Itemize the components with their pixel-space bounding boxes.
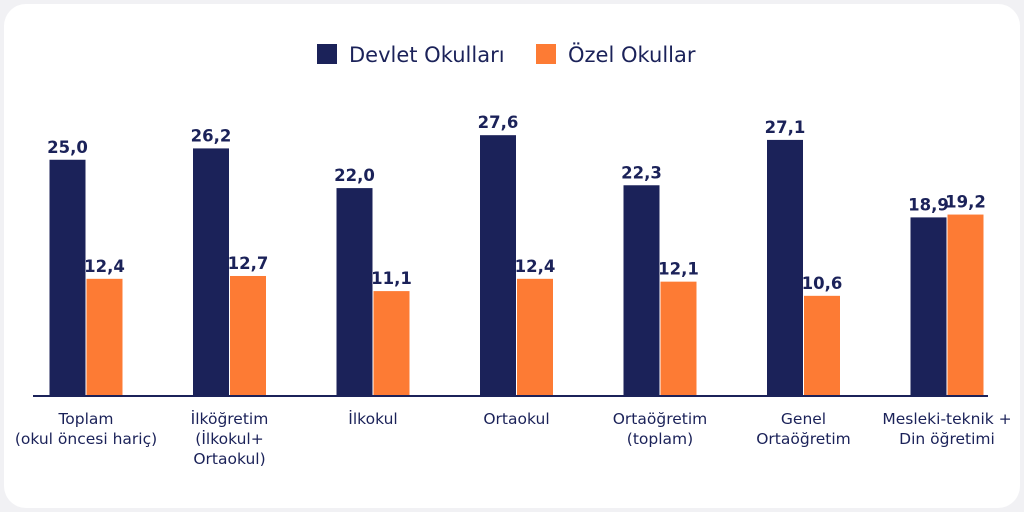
value-label-ozel-2: 11,1 — [371, 269, 412, 288]
bar-devlet-3 — [480, 135, 516, 396]
value-label-devlet-5: 27,1 — [765, 118, 806, 137]
bar-devlet-5 — [767, 139, 803, 396]
bar-ozel-6 — [947, 214, 984, 396]
legend-label: Devlet Okulları — [349, 43, 505, 67]
category-label-3: Ortaokul — [483, 410, 549, 428]
value-label-ozel-0: 12,4 — [84, 257, 125, 276]
legend-swatch-ozel — [536, 44, 556, 64]
value-label-ozel-4: 12,1 — [658, 260, 699, 279]
value-label-devlet-1: 26,2 — [191, 126, 232, 145]
category-label-4: (toplam) — [627, 430, 693, 448]
category-labels: Toplam (okul öncesi hariç) İlköğretim(İlko… — [15, 409, 1012, 468]
legend-swatch-devlet — [317, 44, 337, 64]
bar-devlet-6 — [910, 217, 947, 396]
category-label-1: İlköğretim — [191, 409, 269, 428]
bars — [49, 135, 984, 396]
bar-ozel-2 — [373, 291, 410, 396]
bar-ozel-5 — [804, 295, 840, 396]
category-label-6: Din öğretimi — [899, 430, 995, 448]
legend-label: Özel Okullar — [568, 42, 696, 67]
value-label-ozel-3: 12,4 — [515, 257, 556, 276]
legend: Devlet Okulları Özel Okullar — [317, 42, 696, 67]
category-label-0: (okul öncesi hariç) — [15, 430, 157, 448]
value-label-devlet-0: 25,0 — [47, 138, 88, 157]
category-label-0: Toplam — [57, 410, 113, 428]
category-label-5: Ortaöğretim — [756, 430, 851, 448]
category-label-4: Ortaöğretim — [613, 410, 708, 428]
bar-ozel-4 — [660, 281, 697, 396]
category-label-2: İlkokul — [348, 409, 397, 428]
value-label-ozel-6: 19,2 — [945, 193, 986, 212]
bar-devlet-1 — [193, 148, 229, 396]
bar-ozel-3 — [517, 278, 553, 396]
bar-ozel-1 — [230, 275, 266, 396]
bar-devlet-2 — [336, 188, 373, 396]
category-label-6: Mesleki-teknik + — [882, 410, 1011, 428]
category-label-1: Ortaokul) — [193, 450, 265, 468]
value-label-devlet-3: 27,6 — [478, 113, 519, 132]
value-label-devlet-2: 22,0 — [334, 166, 375, 185]
bar-devlet-4 — [623, 185, 660, 396]
bar-ozel-0 — [86, 278, 123, 396]
category-label-1: (İlkokul+ — [195, 429, 263, 448]
bar-devlet-0 — [49, 159, 86, 396]
category-label-5: Genel — [781, 410, 826, 428]
value-label-ozel-1: 12,7 — [228, 254, 269, 273]
value-labels: 25,0 12,4 26,2 12,7 22,0 11,1 27,6 12,4 22,3 12,1… — [47, 113, 986, 293]
value-label-devlet-4: 22,3 — [621, 163, 662, 182]
value-label-devlet-6: 18,9 — [908, 195, 949, 214]
value-label-ozel-5: 10,6 — [802, 274, 843, 293]
